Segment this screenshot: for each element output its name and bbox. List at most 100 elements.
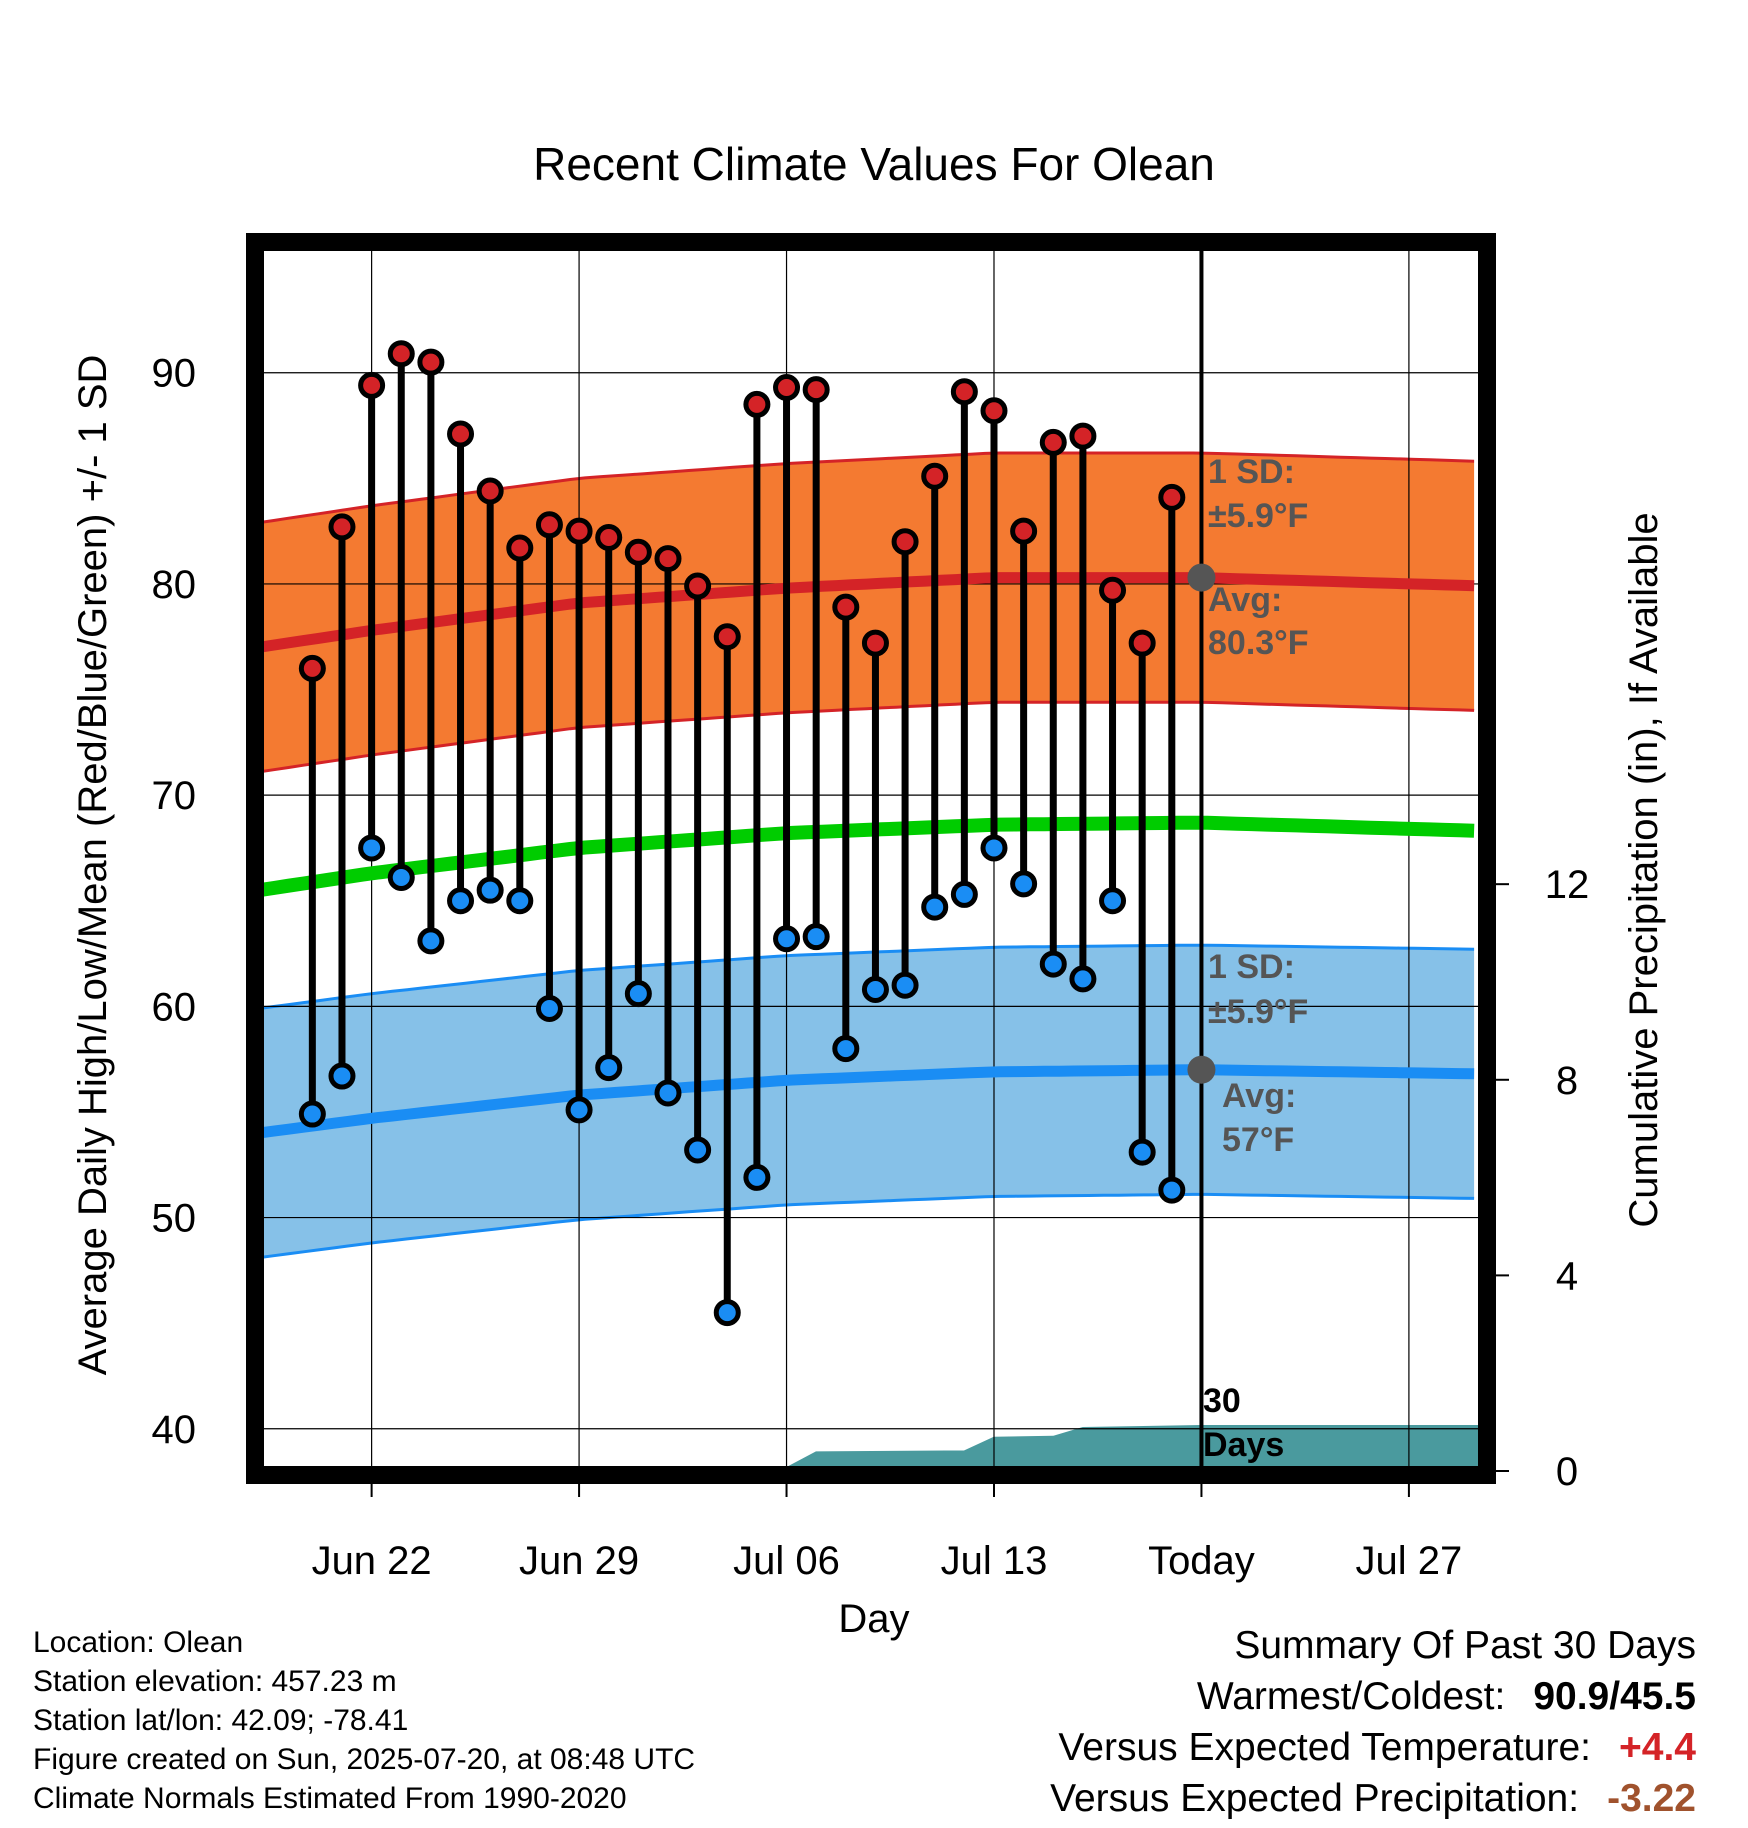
high-avg-value: 80.3°F — [1208, 624, 1309, 662]
daily-low-point — [950, 880, 978, 908]
low-sd-lower-edge — [259, 1192, 1475, 1260]
daily-high-point — [447, 420, 475, 448]
latlon-text: Station lat/lon: 42.09; -78.41 — [33, 1704, 409, 1737]
daily-low-point — [358, 834, 386, 862]
location-text: Location: Olean — [33, 1626, 244, 1659]
y-tick-label: 90 — [152, 352, 197, 396]
created-text: Figure created on Sun, 2025-07-20, at 08… — [33, 1743, 696, 1776]
daily-high-point — [298, 654, 326, 682]
daily-low-point — [298, 1100, 326, 1128]
x-tick-label: Jul 13 — [941, 1539, 1048, 1583]
summary-temp: Versus Expected Temperature: +4.4 — [1050, 1722, 1696, 1773]
daily-low-point — [447, 887, 475, 915]
daily-high-point — [713, 623, 741, 651]
y-axis-title: Average Daily High/Low/Mean (Red/Blue/Gr… — [71, 355, 115, 1376]
temp-label: Versus Expected Temperature: — [1058, 1726, 1591, 1769]
daily-high-point — [506, 534, 534, 562]
daily-high-point — [891, 528, 919, 556]
plot-area: 1 SD: ±5.9°F Avg: 80.3°F 1 SD: ±5.9°F Avg: 57°F… — [259, 246, 1483, 1471]
high-avg-label: Avg: — [1208, 581, 1282, 619]
daily-high-point — [535, 511, 563, 539]
daily-high-point — [387, 340, 415, 368]
daily-high-point — [773, 374, 801, 402]
daily-low-point — [980, 834, 1008, 862]
daily-high-point — [1128, 629, 1156, 657]
y-tick-label: 60 — [152, 985, 197, 1029]
summary-panel: Summary Of Past 30 Days Warmest/Coldest:… — [1050, 1620, 1696, 1824]
daily-high-point — [950, 378, 978, 406]
daily-low-point — [773, 925, 801, 953]
daily-low-point — [1099, 887, 1127, 915]
daily-low-point — [387, 864, 415, 892]
daily-low-point — [595, 1054, 623, 1082]
x-tick-label: Jul 27 — [1356, 1539, 1463, 1583]
y-tick-label: 50 — [152, 1197, 197, 1241]
warmest-value: 90.9/45.5 — [1533, 1675, 1696, 1718]
plot-frame — [246, 233, 1496, 1484]
daily-low-point — [713, 1299, 741, 1327]
daily-low-point — [506, 887, 534, 915]
days-label: Days — [1203, 1426, 1284, 1464]
precip-value: -3.22 — [1607, 1777, 1696, 1820]
daily-low-point — [921, 893, 949, 921]
daily-low-point — [1069, 965, 1097, 993]
daily-low-point — [832, 1035, 860, 1063]
daily-low-point — [1039, 950, 1067, 978]
summary-precip: Versus Expected Precipitation: -3.22 — [1050, 1773, 1696, 1824]
daily-low-point — [476, 876, 504, 904]
daily-high-point — [1039, 428, 1067, 456]
daily-high-point — [358, 371, 386, 399]
daily-low-point — [891, 971, 919, 999]
y2-tick-label: 0 — [1556, 1450, 1578, 1494]
daily-high-point — [1158, 483, 1186, 511]
x-tick-label: Jul 06 — [733, 1539, 840, 1583]
daily-low-point — [861, 975, 889, 1003]
temp-value: +4.4 — [1619, 1726, 1696, 1769]
daily-high-point — [921, 462, 949, 490]
low-sd-value: ±5.9°F — [1208, 993, 1308, 1031]
precip-label: Versus Expected Precipitation: — [1050, 1777, 1580, 1820]
daily-low-point — [1158, 1176, 1186, 1204]
daily-high-point — [624, 538, 652, 566]
daily-low-point — [743, 1163, 771, 1191]
low-sd-upper-edge — [259, 943, 1475, 1010]
normals-text: Climate Normals Estimated From 1990-2020 — [33, 1782, 627, 1815]
daily-low-point — [1128, 1138, 1156, 1166]
today-low-avg-marker — [1187, 1055, 1216, 1084]
summary-warmest: Warmest/Coldest: 90.9/45.5 — [1050, 1671, 1696, 1722]
precip-area — [259, 1425, 1483, 1471]
days-count: 30 — [1203, 1382, 1241, 1420]
daily-high-point — [802, 376, 830, 404]
daily-high-point — [861, 629, 889, 657]
low-sd-label: 1 SD: — [1208, 948, 1295, 986]
daily-high-point — [832, 593, 860, 621]
daily-low-point — [802, 923, 830, 951]
high-sd-value: ±5.9°F — [1208, 497, 1308, 535]
daily-low-point — [684, 1136, 712, 1164]
x-tick-label: Jun 29 — [519, 1539, 639, 1583]
y-tick-label: 40 — [152, 1408, 197, 1452]
elevation-text: Station elevation: 457.23 m — [33, 1665, 397, 1698]
daily-high-point — [1069, 422, 1097, 450]
y-tick-label: 70 — [152, 774, 197, 818]
daily-low-point — [328, 1062, 356, 1090]
low-avg-value: 57°F — [1222, 1121, 1294, 1159]
daily-high-point — [684, 572, 712, 600]
daily-low-point — [565, 1096, 593, 1124]
daily-high-point — [595, 523, 623, 551]
y2-tick-label: 4 — [1556, 1254, 1578, 1298]
normal-low-line — [259, 1064, 1475, 1139]
x-tick-label: Today — [1148, 1539, 1255, 1583]
low-avg-label: Avg: — [1222, 1077, 1296, 1115]
daily-low-point — [1010, 870, 1038, 898]
today-high-avg-marker — [1187, 563, 1216, 592]
x-axis-title: Day — [838, 1597, 909, 1641]
y2-axis-title: Cumulative Precipitation (in), If Availa… — [1622, 512, 1666, 1227]
daily-low-point — [624, 980, 652, 1008]
daily-high-point — [328, 513, 356, 541]
daily-high-point — [565, 517, 593, 545]
high-sd-label: 1 SD: — [1208, 453, 1295, 491]
chart-title: Recent Climate Values For Olean — [533, 138, 1215, 190]
warmest-label: Warmest/Coldest: — [1196, 1675, 1506, 1718]
daily-high-point — [743, 390, 771, 418]
